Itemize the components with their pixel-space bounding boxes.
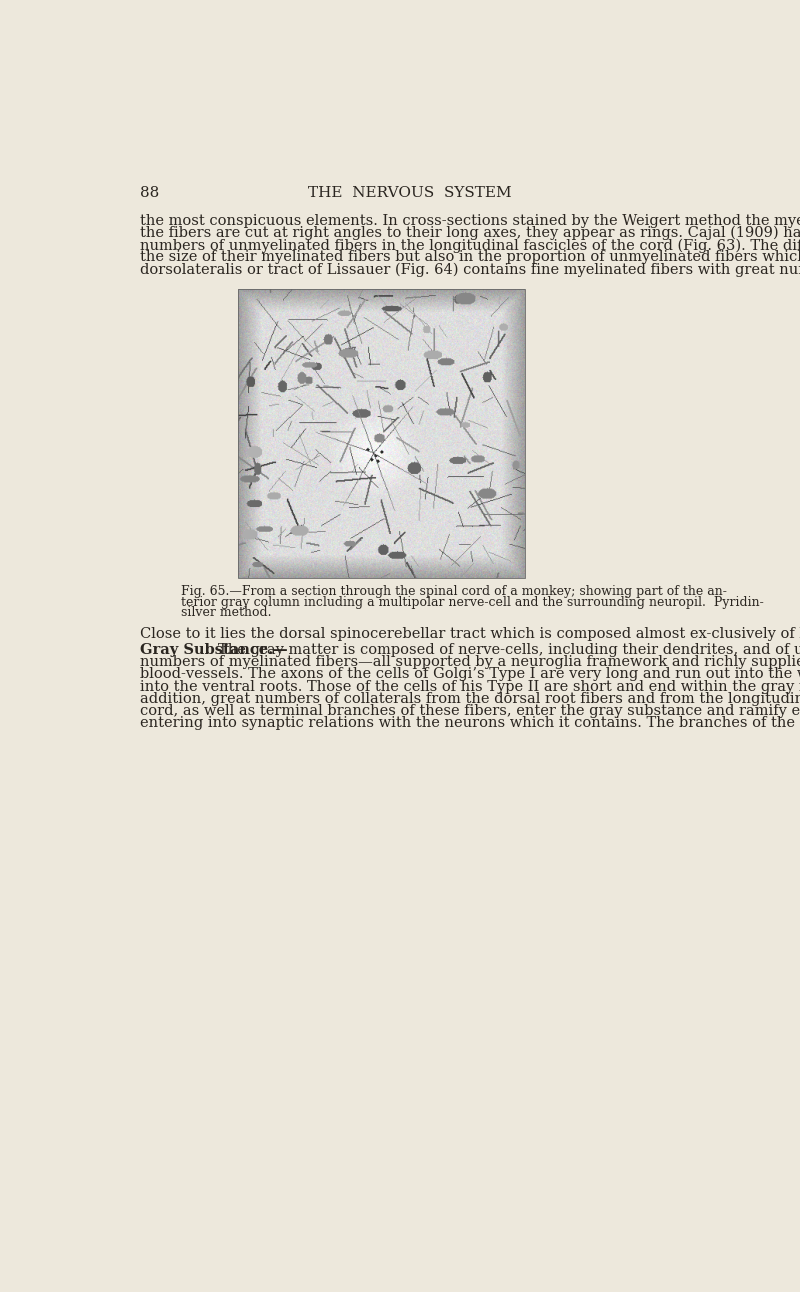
Text: entering into synaptic relations with the neurons which it contains. The branche: entering into synaptic relations with th… [140,716,800,730]
Text: THE  NERVOUS  SYSTEM: THE NERVOUS SYSTEM [308,186,512,200]
Text: silver method.: silver method. [182,606,272,619]
Text: the size of their myelinated fibers but also in the proportion of unmyelinated f: the size of their myelinated fibers but … [140,251,800,265]
Text: addition, great numbers of collaterals from the dorsal root fibers and from the : addition, great numbers of collaterals f… [140,691,800,705]
Text: Fig. 65.—From a section through the spinal cord of a monkey; showing part of the: Fig. 65.—From a section through the spin… [182,585,727,598]
Text: Gray Substance.—: Gray Substance.— [140,642,288,656]
Text: the most conspicuous elements. In cross-sections stained by the Weigert method t: the most conspicuous elements. In cross-… [140,213,800,227]
Text: the fibers are cut at right angles to their long axes, they appear as rings. Caj: the fibers are cut at right angles to th… [140,226,800,240]
Bar [238,289,525,578]
Text: terior gray column including a multipolar nerve-cell and the surrounding neuropi: terior gray column including a multipola… [182,596,764,609]
Text: dorsolateralis or tract of Lissauer (Fig. 64) contains fine myelinated fibers wi: dorsolateralis or tract of Lissauer (Fig… [140,262,800,276]
Text: into the ventral roots. Those of the cells of his Type II are short and end with: into the ventral roots. Those of the cel… [140,680,800,694]
Text: blood-vessels. The axons of the cells of Golgi’s Type I are very long and run ou: blood-vessels. The axons of the cells of… [140,667,800,681]
Text: 88: 88 [140,186,159,200]
Text: numbers of myelinated fibers—all supported by a neuroglia framework and richly s: numbers of myelinated fibers—all support… [140,655,800,669]
Text: cord, as well as terminal branches of these fibers, enter the gray substance and: cord, as well as terminal branches of th… [140,704,800,718]
Text: Close to it lies the dorsal spinocerebellar tract which is composed almost ex-cl: Close to it lies the dorsal spinocerebel… [140,628,800,641]
Text: numbers of unmyelinated fibers in the longitudinal fascicles of the cord (Fig. 6: numbers of unmyelinated fibers in the lo… [140,238,800,252]
Text: The gray matter is composed of nerve-cells, including their dendrites, and of un: The gray matter is composed of nerve-cel… [218,642,800,656]
